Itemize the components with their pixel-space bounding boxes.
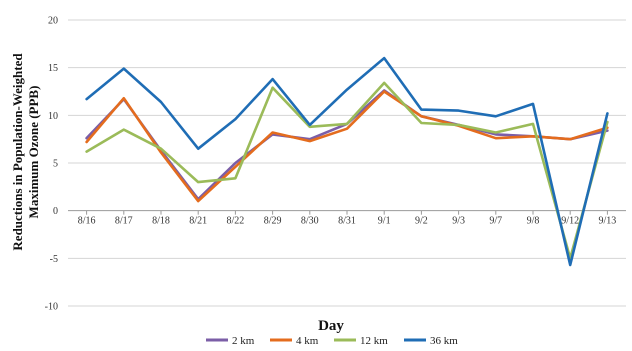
x-tick-label: 8/31 bbox=[338, 216, 356, 227]
legend-label: 2 km bbox=[232, 335, 255, 347]
legend: 2 km 4 km 12 km 36 km bbox=[206, 335, 458, 347]
y-tick-label: -10 bbox=[45, 302, 58, 313]
x-tick-label: 8/17 bbox=[115, 216, 133, 227]
x-tick-label: 8/29 bbox=[264, 216, 282, 227]
x-tick-label: 8/22 bbox=[227, 216, 245, 227]
legend-label: 4 km bbox=[296, 335, 319, 347]
y-tick-label: 10 bbox=[48, 111, 58, 122]
y-axis-label-line-1: Reductions in Population-Weighted bbox=[10, 53, 25, 251]
gridlines bbox=[68, 19, 626, 307]
series-line-12-km bbox=[85, 81, 609, 260]
y-tick-label: 15 bbox=[48, 63, 58, 74]
series-line-4-km bbox=[85, 90, 609, 203]
y-tick-label: 5 bbox=[53, 159, 58, 170]
x-tick-label: 8/21 bbox=[189, 216, 207, 227]
series-line-36-km bbox=[85, 56, 609, 267]
x-tick-label: 9/3 bbox=[452, 216, 465, 227]
series-lines bbox=[85, 56, 609, 267]
x-tick-label: 9/13 bbox=[599, 216, 617, 227]
legend-label: 36 km bbox=[430, 335, 458, 347]
legend-label: 12 km bbox=[360, 335, 388, 347]
y-tick-label: 20 bbox=[48, 16, 58, 27]
x-tick-label: 9/8 bbox=[527, 216, 540, 227]
y-tick-labels: -10 -5 0 5 10 15 20 bbox=[45, 16, 58, 313]
x-tick-label: 8/30 bbox=[301, 216, 319, 227]
x-tick-label: 9/2 bbox=[415, 216, 428, 227]
x-tick-label: 9/1 bbox=[378, 216, 391, 227]
x-axis-label: Day bbox=[318, 318, 344, 334]
x-tick-labels: 8/16 8/17 8/18 8/21 8/22 8/29 8/30 8/31 9/1 9/2 9/… bbox=[78, 216, 617, 227]
x-tick-label: 9/7 bbox=[489, 216, 502, 227]
x-tick-label: 8/16 bbox=[78, 216, 96, 227]
y-tick-label: 0 bbox=[53, 206, 58, 217]
x-tick-label: 8/18 bbox=[152, 216, 170, 227]
x-tick-label: 9/12 bbox=[561, 216, 579, 227]
y-tick-label: -5 bbox=[50, 254, 58, 265]
y-axis-label-line-2: Maximum Ozone (PPB) bbox=[26, 86, 41, 219]
